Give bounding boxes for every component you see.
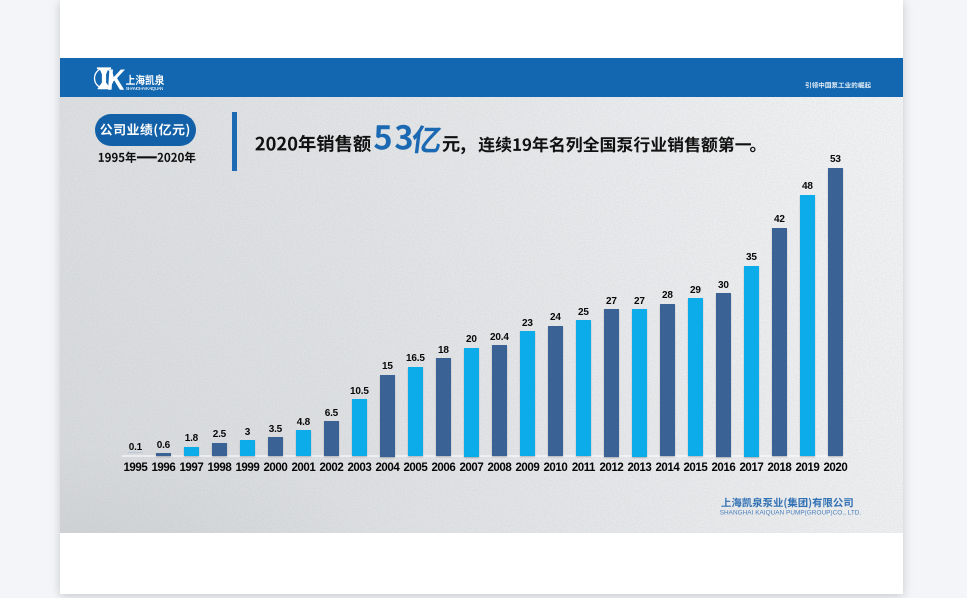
svg-text:SHANGHAI KAIQUAN: SHANGHAI KAIQUAN: [126, 86, 164, 91]
svg-text:SHANGHAI KAIQUAN PUMP(GROUP)CO: SHANGHAI KAIQUAN PUMP(GROUP)CO., LTD.: [720, 510, 862, 517]
